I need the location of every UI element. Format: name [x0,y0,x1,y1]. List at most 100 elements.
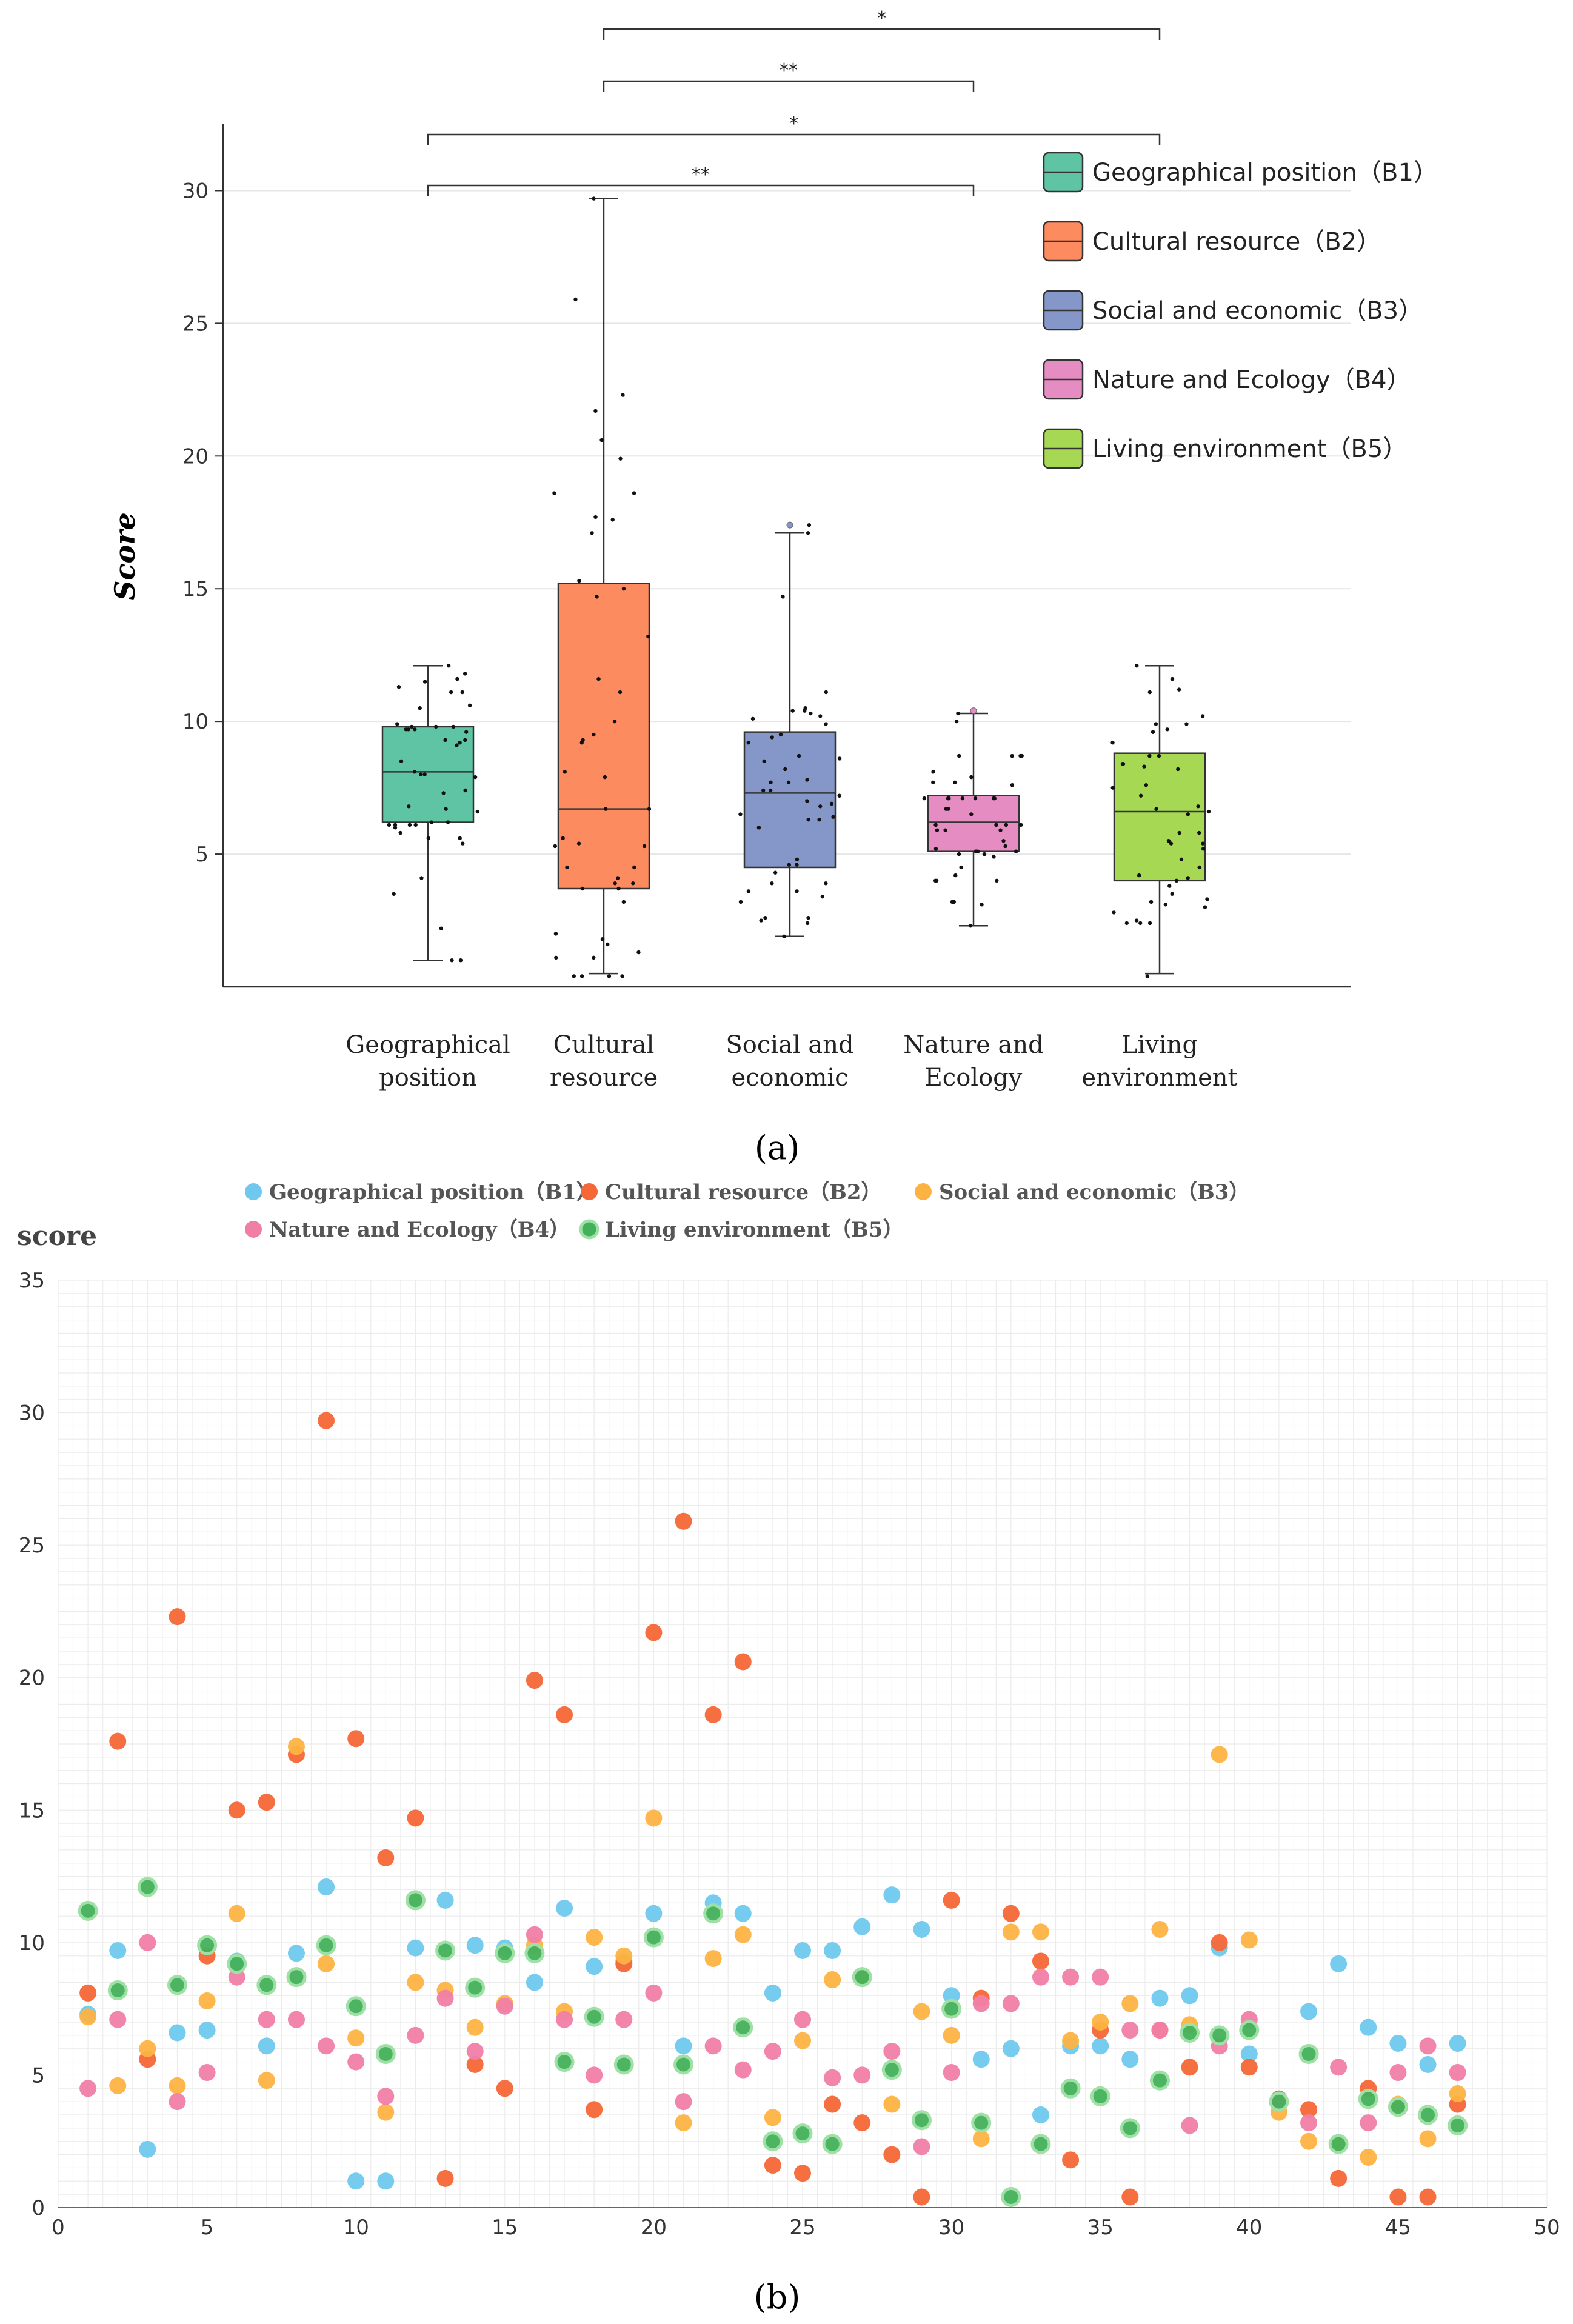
box-point [393,823,398,827]
box-point [756,826,761,830]
scatter-point [1181,2117,1198,2134]
scatter-point [405,1890,426,1911]
box-point [1200,714,1205,718]
scatter-point [347,2053,365,2071]
scatter-point [1002,1923,1020,1941]
box-point [441,791,446,795]
legend-label: Cultural resource（B2） [1092,228,1381,256]
box-3 [743,731,837,869]
scatter-point [1360,2018,1377,2036]
scatter-point [169,2024,186,2042]
scatter-point [1448,2115,1468,2135]
scatter-point [883,1886,901,1904]
box-point [786,780,791,785]
box-point [458,740,462,745]
box-point [429,820,434,824]
x-tick-label: 10 [343,2215,369,2240]
box-point [422,772,427,776]
box-point [934,878,939,883]
scatter-point [554,2052,575,2072]
x-tick-label: 35 [1087,2215,1114,2240]
x-tick-label: 45 [1385,2215,1411,2240]
scatter-point [407,1939,424,1957]
x-category-label: Cultural [553,1031,655,1059]
box-point [407,823,412,827]
box-point [805,799,809,803]
box-point [439,926,444,930]
scatter-point [139,2040,156,2057]
y-axis-title: score [17,1221,97,1252]
x-tick-label: 50 [1534,2215,1560,2240]
y-tick-label: 25 [182,312,209,336]
scatter-point [466,2055,484,2073]
scatter-point [1092,2037,1109,2055]
box-point [573,297,578,302]
y-axis-title: Score [109,512,141,600]
box-point [433,724,438,729]
box-point [553,844,558,849]
scatter-point [943,2026,960,2044]
box-point [750,716,755,721]
scatter-point [1360,2114,1377,2132]
scatter-point [198,2022,216,2039]
box-point [1184,722,1189,726]
box-point [1206,809,1211,814]
scatter-point [852,1967,872,1988]
scatter-point [1389,2064,1407,2082]
box-point [1166,838,1171,843]
box-point [1186,876,1190,880]
box-point [419,876,424,880]
scatter-point [1062,2151,1080,2169]
scatter-point [1298,2043,1319,2064]
scatter-point [584,2006,604,2027]
scatter-point [377,1849,395,1866]
scatter-point [645,1809,663,1827]
scatter-point [318,1412,335,1429]
scatter-point [1060,2078,1081,2099]
box-point [809,711,813,716]
x-category-label: economic [731,1064,848,1092]
legend-label: Living environment（B5） [1092,435,1407,463]
scatter-point [764,2109,781,2126]
box-point [593,515,598,519]
x-category-label: Geographical [346,1031,510,1059]
scatter-point [316,1935,336,1955]
box-point [1165,727,1169,732]
scatter-point [1121,2022,1139,2039]
box-point [1145,974,1150,978]
scatter-point [318,2037,335,2055]
scatter-point [943,1891,960,1909]
box-point [620,974,624,978]
box-point [762,759,766,764]
y-tick-label: 30 [19,1401,45,1426]
scatter-point [972,1995,990,2012]
box-point [746,889,751,893]
box-point [783,767,787,772]
box-point [931,780,935,785]
box-point [592,955,596,960]
scatter-point [941,1998,962,2019]
scatter-point [1389,2188,1407,2206]
box-point [1157,753,1161,758]
scatter-point [1062,1968,1080,1986]
scatter-point [137,1877,158,1897]
x-category-label: Nature and [903,1031,1043,1059]
scatter-point [1419,2055,1437,2073]
box-point [455,676,459,681]
box-point [621,393,625,397]
scatter-point [703,1903,724,1924]
scatter-point [198,1992,216,2010]
scatter-point [197,1935,218,1955]
x-tick-label: 25 [789,2215,815,2240]
box-point [553,932,558,936]
scatter-point [1300,2132,1318,2150]
box-point [1138,921,1143,926]
box-point [818,804,823,809]
scatter-point [1092,2014,1109,2031]
scatter-point [645,1905,663,1922]
box-point [632,865,636,870]
scatter-point [287,1738,305,1755]
box-point [950,900,955,904]
box-point [1170,676,1175,681]
scatter-point [1300,2003,1318,2020]
